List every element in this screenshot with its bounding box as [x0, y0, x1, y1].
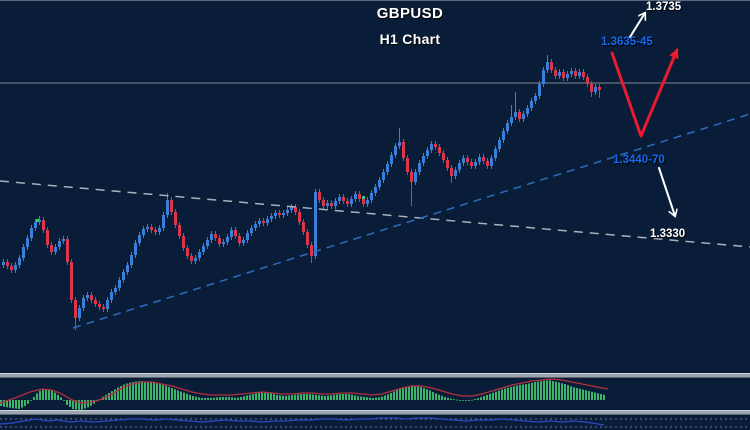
descending-resistance-line — [0, 180, 750, 248]
chart-title-block: GBPUSD H1 Chart — [320, 5, 500, 47]
panel-separator-1[interactable] — [0, 373, 750, 378]
symbol-title: GBPUSD — [376, 5, 444, 22]
signal-markers — [36, 196, 365, 222]
price-label-support-zone: 1.3440-70 — [613, 154, 665, 166]
arrow-down-target — [658, 167, 675, 216]
price-label-target-down: 1.3330 — [650, 228, 686, 240]
price-label-resistance-zone: 1.3635-45 — [601, 36, 653, 48]
macd-signal-line — [0, 378, 609, 404]
oscillator-line — [0, 417, 605, 426]
timeframe-title: H1 Chart — [379, 31, 441, 47]
projected-v-path — [610, 48, 679, 138]
ascending-support-line — [72, 113, 750, 329]
price-label-target-up: 1.3735 — [646, 1, 682, 13]
arrow-up-target — [629, 13, 645, 38]
candlestick-series — [2, 55, 601, 330]
macd-histogram — [0, 380, 605, 410]
panel-separator-2[interactable] — [0, 410, 750, 415]
